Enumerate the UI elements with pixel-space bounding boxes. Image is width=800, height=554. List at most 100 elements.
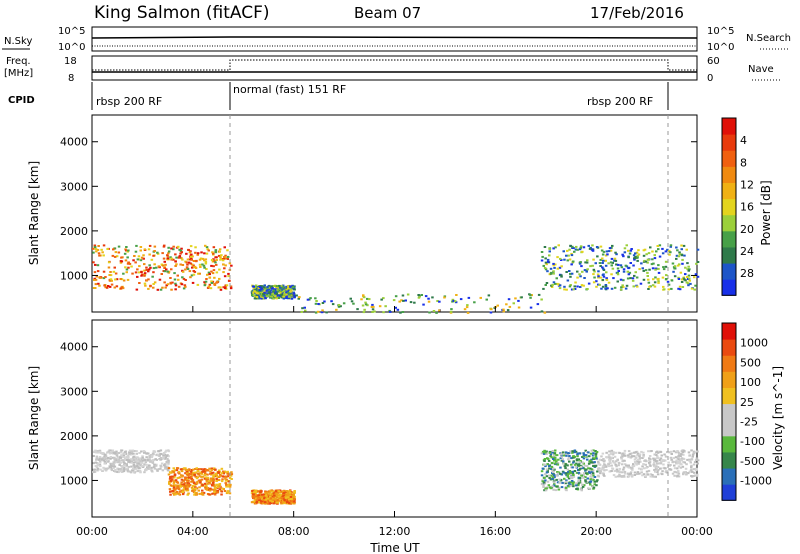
velocity-echo-cell [620,475,624,478]
power-echo-cell [279,289,282,292]
power-echo-cell [636,254,639,257]
power-echo-cell [204,280,208,283]
power-echo-cell [578,273,581,276]
power-echo-cell [636,259,639,262]
velocity-echo-cell [601,465,605,468]
power-echo-cell [230,264,233,267]
power-echo-cell [632,254,636,257]
power-echo-cell [576,270,579,273]
power-echo-cell [536,303,540,306]
velocity-echo-cell [161,469,165,472]
power-echo-cell [413,301,416,304]
velocity-echo-cell [121,468,124,471]
velocity-echo-cell [588,469,591,472]
power-echo-cell [647,278,650,281]
velocity-colorbar-tick: 25 [740,396,754,409]
power-echo-cell [364,301,367,304]
velocity-echo-cell [123,452,126,455]
velocity-echo-cell [673,467,677,470]
power-echo-cell [275,285,278,288]
power-echo-cell [293,296,296,299]
velocity-echo-cell [208,493,211,496]
velocity-echo-cell [98,463,102,466]
velocity-echo-cell [633,461,637,463]
velocity-echo-cell [166,457,169,460]
velocity-echo-cell [638,472,641,475]
velocity-echo-cell [690,464,693,467]
velocity-echo-cell [137,466,140,469]
velocity-echo-cell [652,463,655,466]
velocity-echo-cell [177,488,181,490]
power-echo-cell [272,285,275,287]
velocity-echo-cell [135,450,138,453]
power-echo-cell [258,286,262,289]
power-echo-cell [165,268,168,271]
power-echo-cell [278,294,282,297]
power-echo-cell [106,248,109,250]
velocity-echo-cell [613,461,616,464]
velocity-echo-cell [593,480,596,483]
velocity-colorbar-swatch [722,484,736,501]
power-echo-cell [100,248,103,251]
velocity-echo-cell [543,489,546,492]
power-echo-cell [562,250,565,253]
power-echo-cell [252,291,255,294]
power-echo-cell [540,310,544,313]
velocity-echo-cell [690,449,693,452]
nsky-label: N.Sky [4,36,32,47]
power-echo-cell [255,292,259,295]
velocity-echo-cell [616,475,620,478]
velocity-echo-cell [209,470,212,473]
velocity-echo-cell [578,461,582,464]
power-echo-cell [645,253,648,256]
power-echo-cell [696,275,700,278]
velocity-echo-cell [143,463,146,466]
power-echo-cell [186,263,189,266]
power-echo-cell [285,293,288,296]
velocity-echo-cell [610,456,613,459]
power-echo-cell [613,286,617,289]
velocity-echo-cell [548,451,552,454]
power-echo-cell [637,249,640,252]
power-echo-cell [137,255,141,258]
power-echo-cell [177,285,181,288]
velocity-frame [91,319,698,518]
velocity-echo-cell [229,483,232,486]
velocity-echo-cell [205,480,209,483]
velocity-echo-cell [288,502,291,504]
power-echo-cell [366,297,369,300]
velocity-echo-cell [289,491,292,494]
power-echo-cell [610,246,613,249]
velocity-echo-cell [225,483,228,486]
velocity-echo-cell [200,492,204,494]
power-echo-cell [173,278,177,281]
power-echo-cell [183,284,187,287]
velocity-echo-cell [206,482,209,485]
velocity-echo-cell [257,497,260,500]
power-echo-cell [658,244,662,247]
velocity-echo-cell [554,449,557,452]
power-echo-cell [212,258,215,261]
power-echo-cell [285,289,288,292]
velocity-echo-cell [551,485,554,488]
power-echo-cell [642,269,645,272]
power-echo-cell [212,269,216,272]
velocity-echo-cell [201,489,204,492]
power-echo-cell [189,250,192,253]
power-echo-cell [601,262,604,264]
velocity-echo-cell [638,457,642,459]
power-echo-cell [682,244,686,247]
power-echo-cell [558,287,562,290]
power-echo-cell [455,294,458,296]
power-echo-cell [568,248,571,251]
velocity-echo-cell [596,460,600,463]
power-echo-cell [605,250,609,253]
velocity-echo-cell [640,468,643,471]
velocity-echo-cell [570,477,574,480]
velocity-echo-cell [577,463,581,466]
power-echo-cell [113,255,117,258]
power-echo-cell [690,287,694,290]
power-echo-cell [569,275,572,278]
power-echo-cell [633,257,637,260]
